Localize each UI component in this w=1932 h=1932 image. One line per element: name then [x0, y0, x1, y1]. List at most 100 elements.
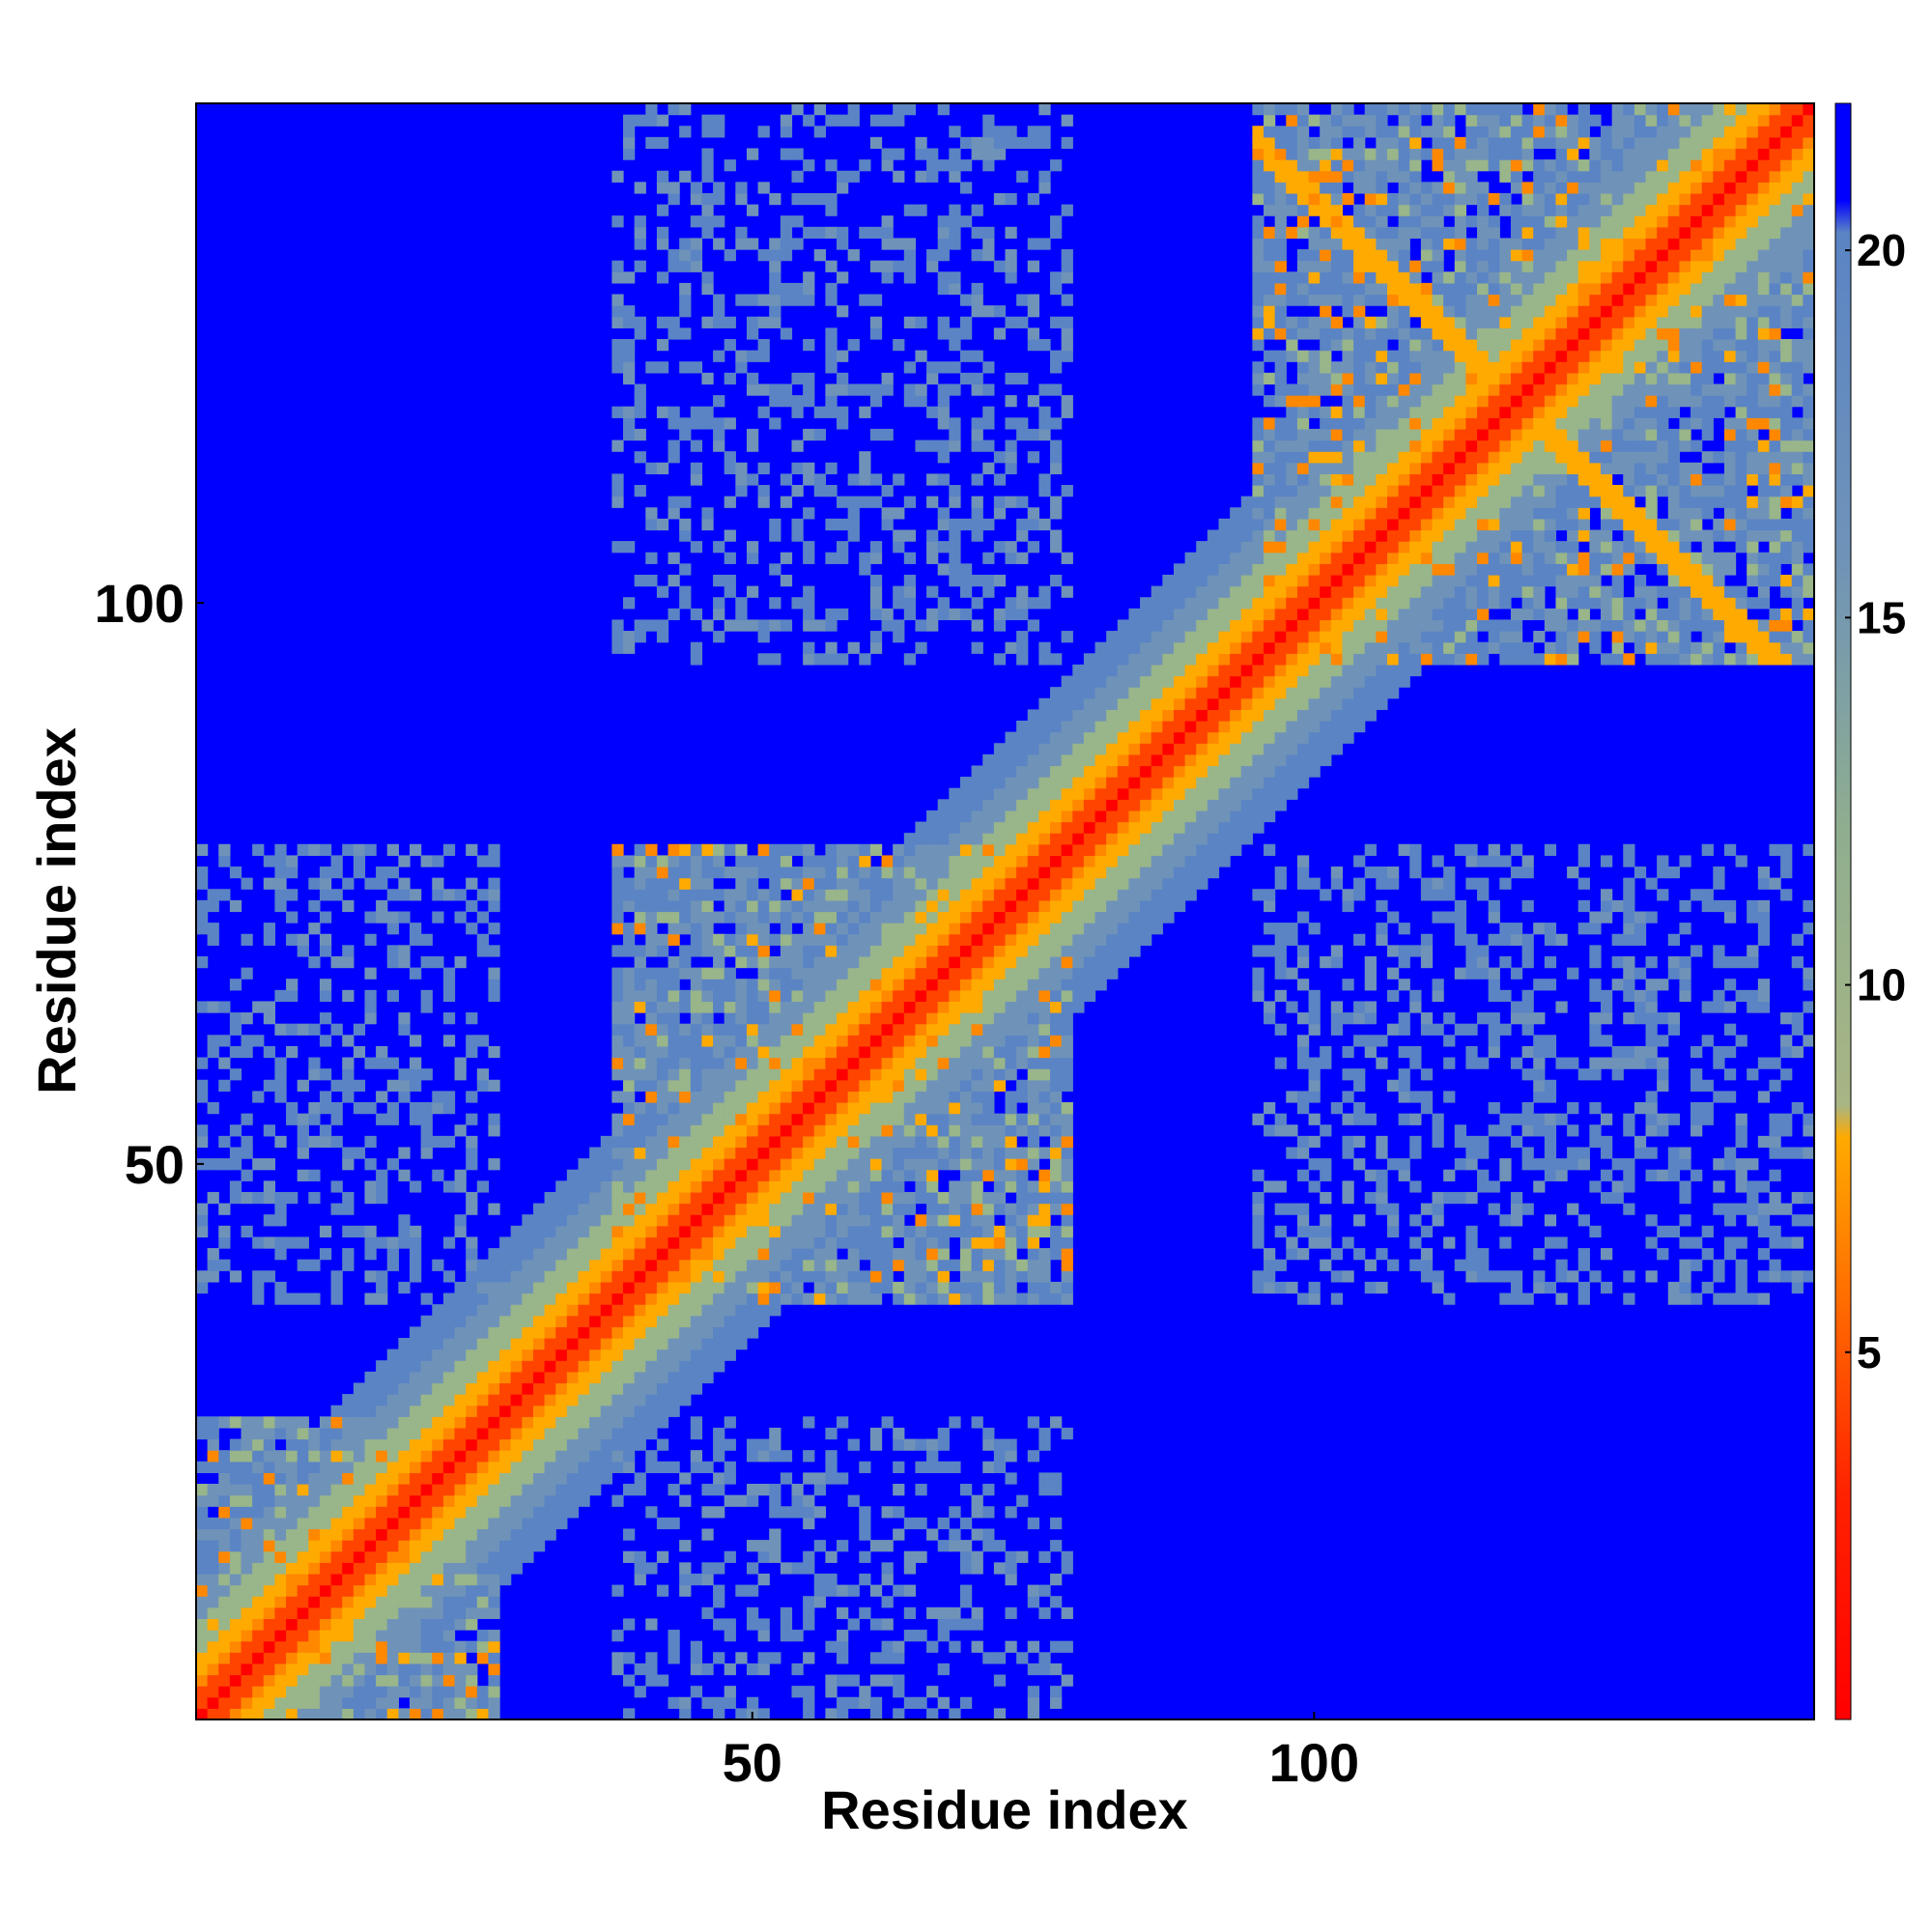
- heatmap-cell: [1027, 911, 1039, 923]
- heatmap-cell: [993, 1236, 1007, 1249]
- heatmap-cell: [982, 989, 995, 1003]
- heatmap-cell: [668, 889, 680, 901]
- heatmap-cell: [398, 1686, 411, 1698]
- heatmap-cell: [1140, 843, 1152, 857]
- heatmap-cell: [476, 1079, 490, 1092]
- heatmap-cell: [735, 1281, 748, 1294]
- heatmap-cell: [993, 889, 1007, 901]
- heatmap-cell: [1151, 765, 1163, 778]
- heatmap-cell: [825, 1057, 838, 1069]
- heatmap-cell: [825, 979, 838, 991]
- heatmap-cell: [196, 1550, 209, 1563]
- heatmap-cell: [410, 1630, 422, 1642]
- heatmap-cell: [600, 1147, 612, 1159]
- heatmap-cell: [949, 417, 961, 430]
- heatmap-cell: [746, 1540, 759, 1552]
- heatmap-cell: [645, 1225, 658, 1238]
- heatmap-cell: [1196, 675, 1208, 688]
- heatmap-cell: [1094, 787, 1107, 800]
- heatmap-cell: [1240, 541, 1253, 554]
- heatmap-cell: [645, 507, 658, 520]
- heatmap-cell: [364, 1540, 377, 1552]
- heatmap-cell: [735, 1708, 748, 1720]
- heatmap-cell: [769, 192, 781, 206]
- heatmap-cell: [1027, 136, 1039, 150]
- heatmap-cell: [724, 1214, 736, 1227]
- heatmap-cell: [847, 989, 860, 1003]
- heatmap-cell: [1072, 731, 1085, 744]
- heatmap-cell: [623, 1674, 636, 1687]
- heatmap-cell: [859, 1225, 871, 1238]
- heatmap-cell: [263, 1596, 276, 1608]
- heatmap-cell: [274, 855, 287, 867]
- heatmap-cell: [1027, 619, 1039, 632]
- heatmap-cell: [1050, 855, 1063, 867]
- heatmap-cell: [1038, 720, 1051, 733]
- heatmap-cell: [611, 1124, 624, 1137]
- heatmap-cell: [1016, 1147, 1029, 1159]
- heatmap-cell: [837, 843, 849, 857]
- heatmap-cell: [263, 1236, 276, 1249]
- heatmap-cell: [1072, 989, 1085, 1003]
- heatmap-cell: [847, 518, 860, 531]
- heatmap-cell: [656, 1517, 669, 1530]
- heatmap-cell: [982, 1147, 995, 1159]
- heatmap-cell: [769, 417, 781, 430]
- heatmap-cell: [476, 1259, 490, 1271]
- heatmap-cell: [229, 979, 242, 991]
- heatmap-cell: [1050, 507, 1063, 520]
- heatmap-cell: [218, 1472, 231, 1485]
- heatmap-cell: [510, 1248, 523, 1261]
- heatmap-cell: [937, 1045, 950, 1059]
- heatmap-cell: [555, 1236, 568, 1249]
- heatmap-cell: [837, 1045, 849, 1059]
- heatmap-cell: [510, 1506, 523, 1519]
- heatmap-cell: [532, 1236, 546, 1249]
- heatmap-cell: [1173, 799, 1186, 811]
- heatmap-cell: [398, 889, 411, 901]
- heatmap-cell: [1218, 664, 1231, 677]
- heatmap-cell: [286, 1472, 298, 1485]
- heatmap-cell: [701, 1696, 714, 1709]
- heatmap-cell: [903, 855, 917, 867]
- heatmap-cell: [1140, 753, 1152, 767]
- heatmap-cell: [386, 1584, 399, 1597]
- heatmap-cell: [386, 1382, 399, 1395]
- heatmap-cell: [1162, 720, 1175, 733]
- heatmap-cell: [353, 1517, 366, 1530]
- heatmap-cell: [1016, 1293, 1029, 1305]
- heatmap-cell: [611, 1001, 624, 1013]
- heatmap-cell: [488, 1708, 500, 1720]
- heatmap-cell: [600, 1203, 612, 1215]
- heatmap-cell: [746, 1147, 759, 1159]
- heatmap-cell: [308, 1506, 321, 1519]
- heatmap-cell: [410, 967, 422, 980]
- heatmap-cell: [364, 1461, 377, 1473]
- heatmap-cell: [623, 148, 636, 160]
- heatmap-cell: [386, 1506, 399, 1519]
- heatmap-cell: [634, 1191, 646, 1205]
- heatmap-cell: [410, 1450, 422, 1463]
- heatmap-cell: [869, 384, 883, 396]
- heatmap-cell: [724, 1494, 736, 1507]
- heatmap-cell: [488, 1270, 500, 1283]
- heatmap-cell: [330, 1584, 343, 1597]
- heatmap-cell: [274, 1573, 287, 1586]
- heatmap-cell: [701, 1023, 714, 1036]
- heatmap-cell: [634, 574, 646, 587]
- heatmap-cell: [993, 1057, 1007, 1069]
- heatmap-cell: [442, 1494, 456, 1507]
- heatmap-cell: [566, 1315, 580, 1327]
- heatmap-cell: [837, 1079, 849, 1092]
- heatmap-cell: [522, 1405, 534, 1417]
- heatmap-cell: [803, 1214, 815, 1227]
- heatmap-cell: [207, 933, 219, 946]
- heatmap-cell: [342, 877, 355, 890]
- heatmap-cell: [701, 271, 714, 284]
- heatmap-cell: [611, 170, 624, 183]
- heatmap-cell: [825, 1068, 838, 1081]
- heatmap-cell: [1005, 249, 1017, 262]
- heatmap-cell: [297, 1674, 309, 1687]
- heatmap-cell: [982, 1259, 995, 1271]
- heatmap-cell: [668, 911, 680, 923]
